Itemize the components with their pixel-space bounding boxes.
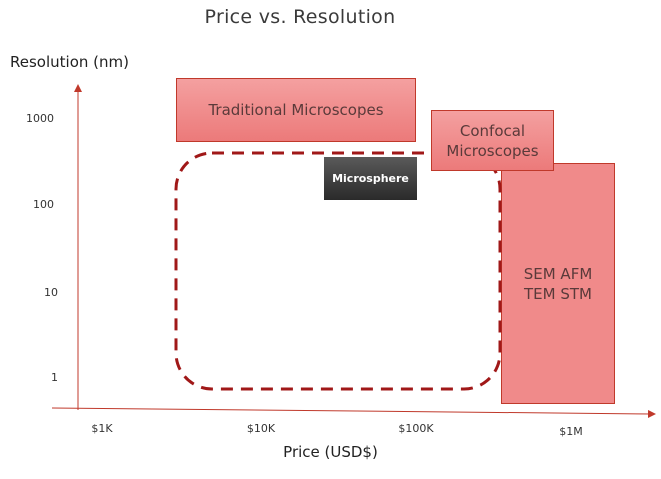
y-tick-label: 10: [44, 286, 58, 299]
confocal-label-line1: Confocal: [459, 121, 526, 140]
traditional-microscopes-region: Traditional Microscopes: [176, 78, 416, 142]
tem-label: TEM STM: [524, 284, 592, 303]
y-tick-label: 1000: [26, 112, 54, 125]
x-tick-label: $1K: [91, 422, 113, 435]
x-tick-label: $1M: [559, 425, 583, 438]
traditional-microscopes-label: Traditional Microscopes: [208, 101, 384, 119]
x-axis: [51, 407, 656, 418]
microsphere-label: Microsphere: [332, 171, 409, 185]
x-tick-label: $100K: [398, 422, 434, 435]
chart-title: Price vs. Resolution: [204, 6, 396, 28]
y-tick-label: 1: [51, 371, 58, 384]
microsphere-label-box: Microsphere: [324, 157, 417, 200]
x-tick-label: $10K: [246, 422, 276, 435]
confocal-label-line2: Microscopes: [446, 141, 539, 160]
y-tick-label: 100: [33, 198, 54, 211]
sem-label: SEM AFM: [523, 264, 593, 283]
y-axis-label: Resolution (nm): [10, 53, 129, 71]
confocal-microscopes-region: Confocal Microscopes: [431, 110, 554, 171]
x-axis-label: Price (USD$): [283, 443, 378, 461]
sem-tem-region: SEM AFM TEM STM: [501, 163, 615, 404]
